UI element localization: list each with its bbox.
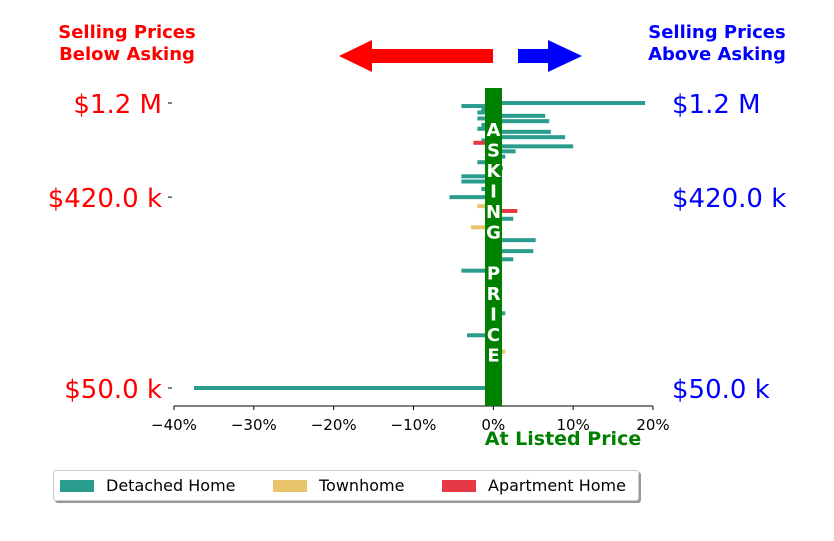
above-asking-label-line1: Selling Prices (648, 22, 785, 43)
bar-detached-home-23 (493, 249, 534, 254)
bars (193, 101, 646, 390)
below-asking-label-line2: Below Asking (59, 44, 195, 65)
bar-detached-home-18 (461, 179, 494, 184)
legend-item-apartment: Apartment Home (442, 476, 626, 495)
asking-price-letter-10: C (487, 325, 500, 346)
asking-price-letter-1: S (487, 141, 500, 162)
x-tick-label-0: −40% (151, 416, 197, 434)
y-tick-label-left-2: $50.0 k (64, 375, 162, 405)
x-tick-label-6: 20% (636, 416, 669, 434)
bar-detached-home-0 (493, 101, 646, 105)
bar-apartment-home-1 (493, 208, 518, 213)
bar-detached-home-24 (493, 257, 514, 262)
asking-price-letter-5: G (486, 223, 501, 244)
bar-detached-home-27 (466, 333, 494, 338)
above-asking-label-line2: Above Asking (648, 44, 786, 65)
below-asking-label-line1: Selling Prices (58, 22, 195, 43)
y-tick-label-left-1: $420.0 k (48, 184, 162, 214)
bar-detached-home-28 (193, 386, 494, 390)
asking-price-letter-9: I (490, 305, 497, 326)
bar-detached-home-21 (493, 216, 514, 221)
legend-swatch-townhome (273, 479, 307, 492)
legend-swatch-detached (60, 479, 94, 492)
legend-label-townhome: Townhome (319, 476, 405, 495)
bar-detached-home-20 (449, 195, 494, 200)
y-tick-label-right-1: $420.0 k (672, 184, 786, 214)
bar-detached-home-6 (493, 119, 550, 124)
x-tick-label-2: −20% (311, 416, 357, 434)
legend-swatch-apartment (442, 479, 476, 492)
bar-detached-home-13 (493, 149, 516, 154)
asking-price-letter-2: K (487, 161, 502, 182)
bar-detached-home-1 (461, 104, 494, 109)
asking-price-letter-7: P (487, 264, 500, 285)
x-tick-label-4: 0% (481, 416, 505, 434)
bar-detached-home-25 (461, 268, 494, 273)
bar-detached-home-10 (493, 135, 566, 140)
bar-detached-home-22 (493, 238, 536, 243)
y-tick-label-left-0: $1.2 M (73, 90, 162, 120)
above-asking-arrow (518, 40, 582, 72)
asking-price-letter-8: R (487, 284, 501, 305)
bar-detached-home-17 (461, 174, 494, 179)
y-tick-label-right-2: $50.0 k (672, 375, 770, 405)
legend-item-detached: Detached Home (60, 476, 236, 495)
asking-price-letter-3: I (490, 182, 497, 203)
asking-price-band-bar (485, 88, 502, 406)
x-tick-label-5: 10% (556, 416, 589, 434)
bar-detached-home-4 (493, 113, 546, 118)
asking-price-letter-11: E (487, 346, 499, 367)
axes: −40% −30% −20% −10% 0% 10% 20% (151, 405, 670, 434)
y-tick-label-right-0: $1.2 M (672, 90, 761, 120)
chart-header: Selling Prices Below Asking Selling Pric… (58, 22, 786, 72)
bar-apartment-home-0 (473, 140, 494, 145)
bar-detached-home-12 (493, 144, 574, 149)
legend-label-detached: Detached Home (106, 476, 236, 495)
legend-label-apartment: Apartment Home (488, 476, 626, 495)
x-tick-label-1: −30% (231, 416, 277, 434)
legend: Detached Home Townhome Apartment Home (53, 470, 639, 501)
asking-price-letter-0: A (487, 120, 501, 141)
y-tick-labels: $1.2 M $1.2 M $420.0 k $420.0 k $50.0 k $50.0… (48, 90, 787, 405)
x-tick-label-3: −10% (391, 416, 437, 434)
bar-detached-home-9 (493, 129, 551, 134)
asking-price-letter-4: N (486, 202, 501, 223)
x-axis-label: At Listed Price (485, 428, 641, 450)
below-asking-arrow (339, 40, 493, 72)
legend-item-townhome: Townhome (273, 476, 404, 495)
bar-townhome-1 (470, 225, 494, 230)
